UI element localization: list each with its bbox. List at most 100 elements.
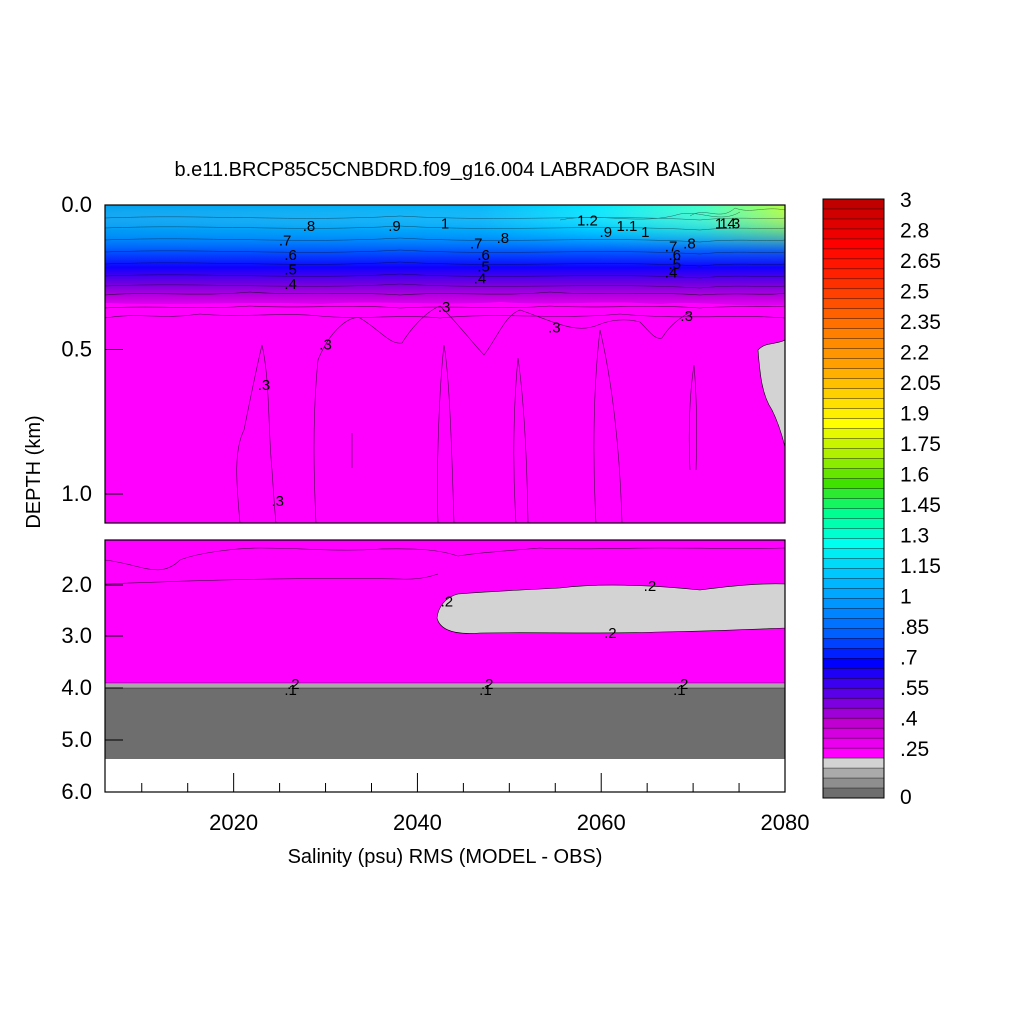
colorbar-band — [822, 388, 885, 400]
colorbar-band — [822, 638, 885, 649]
x-tick-label: 2080 — [761, 810, 810, 835]
colorbar-band — [822, 787, 885, 799]
contour-label: .3 — [548, 319, 561, 336]
contour-label: .3 — [680, 308, 693, 325]
lower-contours — [105, 547, 785, 689]
contour-label: .1 — [479, 682, 492, 699]
colorbar-band — [822, 438, 885, 450]
colorbar-band — [822, 508, 885, 519]
contour-label: .2 — [441, 593, 454, 610]
colorbar-tick-label: 0 — [900, 786, 912, 809]
colorbar-tick-label: 3 — [900, 189, 912, 212]
colorbar-band — [822, 558, 885, 569]
colorbar-band — [822, 378, 885, 390]
colorbar-tick-label: 2.35 — [900, 311, 941, 334]
colorbar-band — [822, 618, 885, 629]
bottom-transition — [105, 683, 785, 688]
x-tick-label: 2020 — [209, 810, 258, 835]
contour-label: .5 — [668, 256, 681, 273]
contour-label: .4 — [474, 270, 487, 287]
contour-label: .2 — [644, 578, 657, 595]
colorbar-tick-label: 1.3 — [900, 525, 929, 548]
contour-label: .4 — [665, 264, 678, 281]
colorbar-band — [822, 288, 885, 300]
y-tick-label: 0.5 — [61, 337, 92, 362]
colorbar-tick-label: 1.9 — [900, 403, 929, 426]
contour-label: .2 — [481, 676, 494, 693]
x-tick-label: 2060 — [577, 810, 626, 835]
axis-ticks: 2020 2040 2060 2080 0.0 0.5 1.0 2.0 3.0 4.0 5.0 6.0 — [61, 192, 809, 835]
bottom-band — [105, 688, 785, 759]
colorbar-band — [822, 238, 885, 250]
colorbar-band — [822, 318, 885, 330]
colorbar-band — [822, 588, 885, 599]
colorbar-band — [822, 707, 885, 719]
below-data-area — [105, 759, 785, 792]
colorbar-band — [822, 678, 885, 689]
y-tick-label: 6.0 — [61, 779, 92, 804]
colorbar-band — [822, 258, 885, 270]
contour-label: .7 — [470, 236, 483, 253]
colorbar-band — [822, 767, 885, 779]
contour-label: .6 — [284, 247, 297, 264]
colorbar-band — [822, 368, 885, 380]
colorbar-tick-label: .25 — [900, 738, 929, 761]
colorbar-band — [822, 278, 885, 290]
contour-labels: .8.9 1 1.2.9 1.1 11.41.3.7.6.5.4.7.8.6.5.4.7… — [258, 212, 741, 699]
colorbar-band — [822, 747, 885, 759]
contour-label: 1 — [641, 224, 649, 241]
surface-contours — [105, 207, 785, 289]
colorbar-band — [822, 498, 885, 509]
colorbar-band — [822, 198, 885, 210]
colorbar-tick-label: .55 — [900, 677, 929, 700]
contour-label: .2 — [676, 676, 689, 693]
colorbar-band — [822, 578, 885, 589]
contour-label: .8 — [683, 236, 696, 253]
colorbar-tick-label: 2.05 — [900, 372, 941, 395]
contour-label: .3 — [258, 377, 271, 394]
colorbar-tick-label: .4 — [900, 708, 918, 731]
colorbar-band — [822, 228, 885, 240]
colorbar-band — [822, 358, 885, 370]
contour-label: .4 — [284, 276, 297, 293]
colorbar-band — [822, 478, 885, 490]
interior-contours — [105, 291, 785, 523]
colorbar-band — [822, 268, 885, 280]
colorbar-band — [822, 528, 885, 539]
upper-panel — [104, 204, 786, 524]
y-tick-label: 5.0 — [61, 727, 92, 752]
contour-label: .8 — [497, 230, 510, 247]
colorbar-band — [822, 408, 885, 420]
colorbar-band — [822, 548, 885, 559]
lower-panel-frame — [104, 539, 786, 793]
colorbar-band — [822, 568, 885, 579]
colorbar-band — [822, 458, 885, 470]
lower-panel — [104, 539, 786, 793]
upper-panel-frame — [104, 204, 786, 524]
contour-label: .2 — [287, 676, 300, 693]
colorbar-tick-label: 2.8 — [900, 220, 929, 243]
contour-label: .6 — [668, 247, 681, 264]
contour-label: .8 — [303, 218, 316, 235]
colorbar: 3 2.8 2.65 2.5 2.35 2.2 2.05 1.9 1.75 1.6 1.45 1.3 1… — [822, 189, 941, 809]
colorbar-band — [822, 717, 885, 729]
colorbar-tick-label: 2.65 — [900, 250, 941, 273]
colorbar-band — [822, 727, 885, 739]
colorbar-tick-label: 1.75 — [900, 433, 941, 456]
y-axis-label: DEPTH (km) — [23, 415, 45, 528]
contour-label: 1.1 — [617, 218, 638, 235]
colorbar-band — [822, 428, 885, 440]
y-tick-label: 1.0 — [61, 481, 92, 506]
colorbar-band — [822, 398, 885, 410]
colorbar-band — [822, 328, 885, 340]
low-value-patch — [436, 583, 785, 634]
contour-label: .7 — [279, 233, 292, 250]
colorbar-band — [822, 518, 885, 529]
colorbar-tick-label: 2.5 — [900, 281, 929, 304]
colorbar-band — [822, 218, 885, 230]
contour-label: 1.3 — [719, 215, 740, 232]
colorbar-tick-label: .85 — [900, 616, 929, 639]
colorbar-band — [822, 208, 885, 220]
contour-label: .7 — [665, 238, 678, 255]
colorbar-tick-label: 2.2 — [900, 342, 929, 365]
